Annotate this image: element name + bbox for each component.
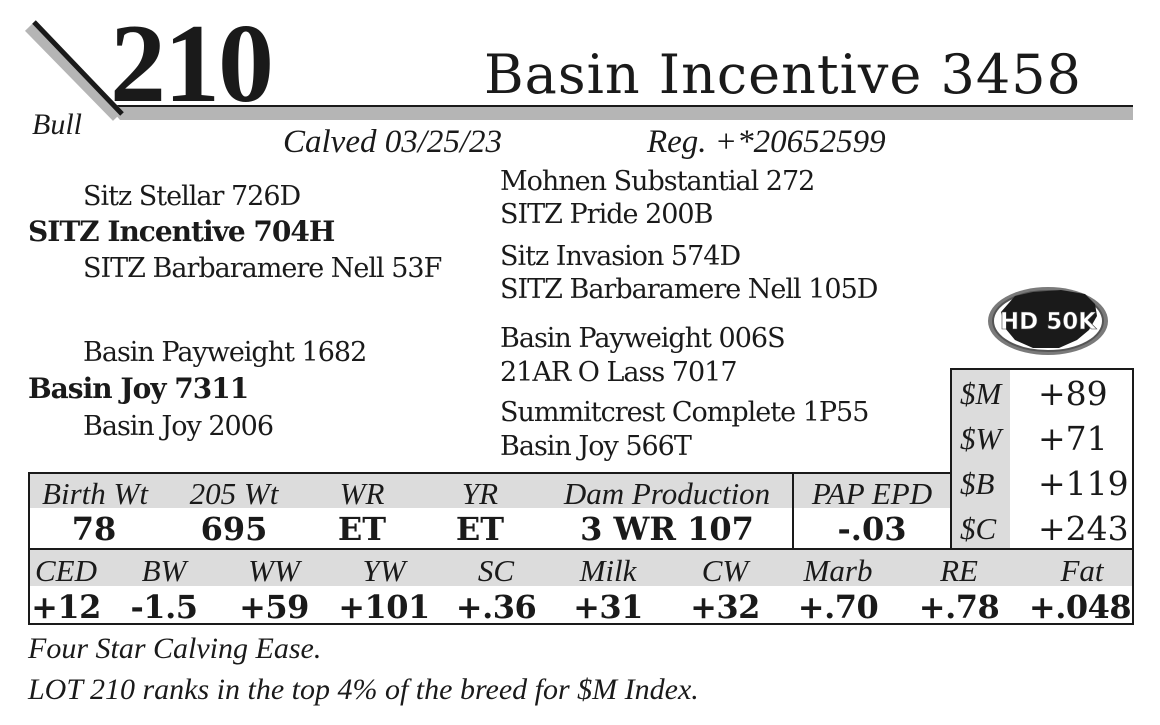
pedigree-sire-dam: SITZ Barbaramere Nell 53F [83, 253, 442, 284]
pedigree-dam-sire: Basin Payweight 1682 [83, 337, 367, 368]
epd-header-row [30, 550, 1132, 586]
performance-header: PAP EPD [811, 476, 933, 511]
epd-header: CED [35, 553, 97, 588]
performance-header-row [30, 474, 950, 508]
epd-header: SC [477, 553, 515, 588]
performance-header: Dam Production [563, 476, 771, 511]
index-row-w: $W +71 [952, 415, 1136, 460]
performance-header: Birth Wt [42, 476, 148, 511]
epd-header: CW [701, 553, 749, 588]
pedigree-sire: SITZ Incentive 704H [28, 215, 335, 248]
epd-value: +31 [573, 588, 643, 626]
pedigree-sire-dam-dam: SITZ Barbaramere Nell 105D [500, 274, 878, 305]
epd-header: RE [940, 553, 978, 588]
pedigree-sire-sire: Sitz Stellar 726D [83, 181, 301, 212]
epd-header: YW [362, 553, 406, 588]
lot-number: 210 [110, 2, 274, 126]
performance-divider [792, 474, 794, 548]
performance-value: 78 [71, 510, 117, 548]
sex-label: Bull [32, 108, 82, 141]
pedigree-dam-sire-dam: 21AR O Lass 7017 [500, 357, 738, 388]
index-value: +89 [1038, 374, 1108, 413]
epd-table: CED BW WW YW SC Milk CW Marb RE Fat +12 … [28, 548, 1134, 626]
hd50k-badge-icon: HD 50K [988, 287, 1108, 355]
index-table: $M +89 $W +71 $B +119 $C +243 [950, 368, 1134, 548]
performance-table: Birth Wt 205 Wt WR YR Dam Production PAP… [28, 472, 950, 548]
index-label-column [952, 370, 1010, 548]
index-value: +71 [1038, 419, 1108, 458]
registration-number: Reg. +*20652599 [647, 124, 886, 160]
epd-value: +32 [690, 588, 760, 626]
pedigree-dam-dam-sire: Summitcrest Complete 1P55 [500, 397, 869, 428]
index-row-b: $B +119 [952, 460, 1136, 505]
performance-value: -.03 [837, 510, 907, 548]
pedigree-sire-sire-sire: Mohnen Substantial 272 [500, 166, 815, 197]
footnote-ranking: LOT 210 ranks in the top 4% of the breed… [28, 673, 699, 706]
index-label: $M [960, 376, 1002, 411]
pedigree-dam: Basin Joy 7311 [28, 372, 249, 405]
index-row-c: $C +243 [952, 505, 1136, 550]
epd-header: Marb [803, 553, 873, 588]
epd-header: Milk [579, 553, 637, 588]
header-rule-graphic [24, 20, 1133, 121]
performance-value: ET [337, 510, 387, 548]
index-value: +243 [1038, 509, 1129, 548]
epd-header: WW [248, 553, 300, 588]
epd-value: +.78 [918, 588, 1000, 626]
hd50k-badge-text: HD 50K [1000, 309, 1097, 335]
pedigree-sire-sire-dam: SITZ Pride 200B [500, 199, 713, 230]
epd-value: -1.5 [130, 588, 198, 626]
pedigree-dam-dam: Basin Joy 2006 [83, 411, 274, 442]
epd-value: +59 [239, 588, 309, 626]
index-label: $B [960, 466, 995, 501]
performance-header: 205 Wt [189, 476, 279, 511]
epd-value: +.36 [455, 588, 537, 626]
performance-value: 3 WR 107 [580, 510, 754, 548]
epd-value: +101 [338, 588, 430, 626]
performance-value: 695 [200, 510, 268, 548]
performance-header: YR [461, 476, 499, 511]
calved-date: Calved 03/25/23 [283, 124, 503, 160]
index-row-m: $M +89 [952, 370, 1136, 415]
epd-header: Fat [1060, 553, 1104, 588]
index-value: +119 [1038, 464, 1129, 503]
epd-value: +12 [31, 588, 101, 626]
index-label: $W [960, 421, 1002, 456]
epd-value: +.048 [1028, 588, 1132, 626]
pedigree-sire-dam-sire: Sitz Invasion 574D [500, 241, 741, 272]
epd-header: BW [141, 553, 187, 588]
pedigree-dam-dam-dam: Basin Joy 566T [500, 431, 692, 462]
epd-value: +.70 [797, 588, 879, 626]
index-label: $C [960, 511, 997, 546]
animal-name: Basin Incentive 3458 [484, 43, 1082, 106]
pedigree-dam-sire-sire: Basin Payweight 006S [500, 323, 786, 354]
performance-header: WR [339, 476, 385, 511]
performance-value: ET [455, 510, 505, 548]
footnote-calving-ease: Four Star Calving Ease. [28, 632, 322, 665]
